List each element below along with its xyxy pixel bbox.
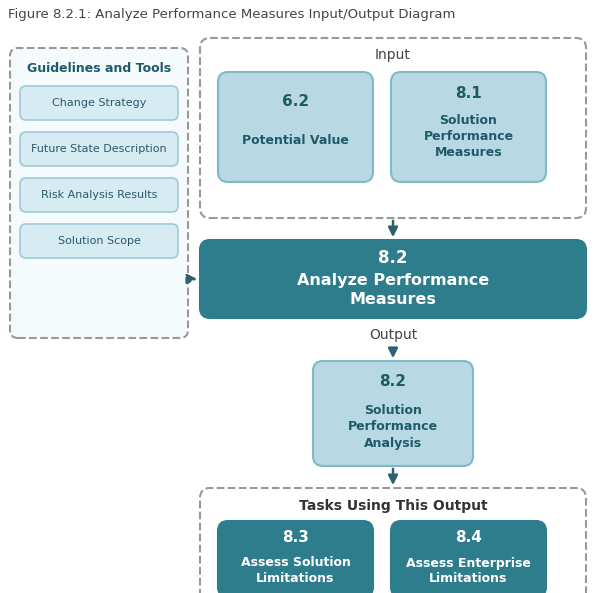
Text: Potential Value: Potential Value (242, 133, 349, 146)
FancyBboxPatch shape (20, 86, 178, 120)
Text: 8.1: 8.1 (455, 87, 482, 101)
Text: 6.2: 6.2 (282, 94, 309, 110)
Text: Tasks Using This Output: Tasks Using This Output (299, 499, 488, 513)
Text: Change Strategy: Change Strategy (52, 98, 146, 108)
Text: 8.3: 8.3 (282, 530, 309, 544)
Text: Assess Solution
Limitations: Assess Solution Limitations (241, 556, 350, 585)
FancyBboxPatch shape (218, 72, 373, 182)
Text: Solution Scope: Solution Scope (58, 236, 140, 246)
Text: Analyze Performance
Measures: Analyze Performance Measures (297, 273, 489, 307)
Text: Future State Description: Future State Description (31, 144, 167, 154)
FancyBboxPatch shape (200, 240, 586, 318)
FancyBboxPatch shape (10, 48, 188, 338)
FancyBboxPatch shape (313, 361, 473, 466)
Text: Solution
Performance
Measures: Solution Performance Measures (423, 114, 513, 160)
FancyBboxPatch shape (20, 224, 178, 258)
FancyBboxPatch shape (391, 72, 546, 182)
FancyBboxPatch shape (20, 178, 178, 212)
Text: Solution
Performance
Analysis: Solution Performance Analysis (348, 404, 438, 449)
Text: 8.2: 8.2 (378, 249, 408, 267)
Text: Output: Output (369, 328, 417, 342)
Text: Guidelines and Tools: Guidelines and Tools (27, 62, 171, 75)
Text: Risk Analysis Results: Risk Analysis Results (41, 190, 157, 200)
FancyBboxPatch shape (218, 521, 373, 593)
FancyBboxPatch shape (391, 521, 546, 593)
Text: Figure 8.2.1: Analyze Performance Measures Input/Output Diagram: Figure 8.2.1: Analyze Performance Measur… (8, 8, 455, 21)
FancyBboxPatch shape (20, 132, 178, 166)
Text: Input: Input (375, 48, 411, 62)
Text: 8.2: 8.2 (380, 374, 407, 388)
Text: 8.4: 8.4 (455, 530, 482, 544)
Text: Assess Enterprise
Limitations: Assess Enterprise Limitations (406, 556, 531, 585)
